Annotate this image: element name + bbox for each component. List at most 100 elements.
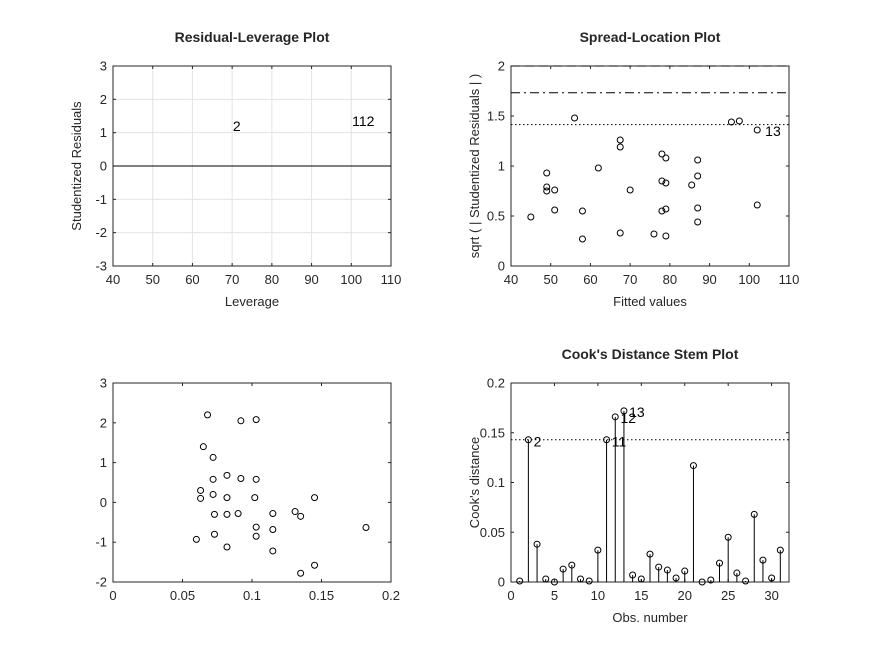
data-point <box>662 179 670 187</box>
y-tick-label: 2 <box>100 92 107 107</box>
y-axis-label: sqrt ( | Studentized Residuals | ) <box>467 74 482 259</box>
data-point <box>223 543 231 551</box>
data-point <box>252 416 260 424</box>
y-tick-label: 1.5 <box>487 109 505 124</box>
chart-title: Cook's Distance Stem Plot <box>562 346 739 362</box>
data-point <box>694 218 702 226</box>
y-tick-label: 3 <box>100 59 107 74</box>
stem-marker <box>655 563 663 571</box>
data-point <box>626 186 634 194</box>
x-tick-label: 0.2 <box>382 588 400 603</box>
data-point <box>237 475 245 483</box>
data-point <box>594 164 602 172</box>
x-tick-label: 50 <box>145 272 159 287</box>
x-tick-label: 100 <box>340 272 362 287</box>
x-tick-label: 0.15 <box>309 588 334 603</box>
point-label: 13 <box>629 404 645 420</box>
y-tick-label: 0.2 <box>487 376 505 391</box>
stem-marker <box>689 462 697 470</box>
data-point <box>578 235 586 243</box>
data-point <box>616 143 624 151</box>
data-point <box>527 213 535 221</box>
y-tick-label: 0.5 <box>487 209 505 224</box>
y-tick-label: 0 <box>100 495 107 510</box>
data-point <box>362 523 370 531</box>
point-label: 112 <box>352 113 375 129</box>
data-point <box>223 494 231 502</box>
stem-marker <box>542 575 550 583</box>
stem-marker <box>637 575 645 583</box>
data-point <box>210 530 218 538</box>
y-axis-label: Cook's distance <box>467 437 482 528</box>
y-tick-label: -2 <box>95 225 107 240</box>
data-point <box>209 490 217 498</box>
x-tick-label: 40 <box>106 272 120 287</box>
x-tick-label: 110 <box>381 272 402 287</box>
data-point <box>658 177 666 185</box>
point-label: 12 <box>620 410 636 426</box>
x-tick-label: 70 <box>623 272 637 287</box>
data-point <box>662 205 670 213</box>
stem-marker <box>759 556 767 564</box>
y-tick-label: 3 <box>100 376 107 391</box>
y-tick-label: 2 <box>498 59 505 74</box>
y-tick-label: -1 <box>95 192 107 207</box>
data-point <box>223 510 231 518</box>
stem-marker <box>550 578 558 586</box>
y-tick-label: 0 <box>100 159 107 174</box>
data-point <box>311 561 319 569</box>
y-tick-label: -1 <box>95 535 107 550</box>
x-tick-label: 30 <box>764 588 778 603</box>
stem-marker <box>776 546 784 554</box>
stem-marker <box>524 436 532 444</box>
stem-marker <box>646 550 654 558</box>
stem-marker <box>611 413 619 421</box>
plot-frame <box>112 382 392 583</box>
data-point <box>297 569 305 577</box>
stem-marker <box>716 559 723 567</box>
stem-marker <box>620 407 628 415</box>
x-tick-label: 0 <box>507 588 514 603</box>
y-tick-label: 2 <box>100 415 107 430</box>
data-point <box>650 230 658 238</box>
data-point <box>199 443 207 451</box>
stem-marker <box>768 574 776 582</box>
data-point <box>252 475 260 483</box>
data-point <box>551 206 559 214</box>
data-point <box>753 126 761 134</box>
x-tick-label: 90 <box>304 272 318 287</box>
data-point <box>297 512 305 520</box>
stem-marker <box>577 575 584 583</box>
data-point <box>269 525 277 533</box>
x-tick-label: 40 <box>504 272 518 287</box>
data-point <box>543 183 551 191</box>
y-tick-label: 0.1 <box>487 475 505 490</box>
data-point <box>311 494 319 502</box>
data-point <box>571 114 579 122</box>
x-tick-label: 80 <box>663 272 677 287</box>
plot-frame <box>510 382 790 583</box>
data-point <box>688 181 696 189</box>
x-tick-label: 0.1 <box>243 588 261 603</box>
data-point <box>616 229 624 237</box>
data-point <box>251 494 259 502</box>
point-label: 2 <box>534 434 542 450</box>
stem-marker <box>594 546 602 554</box>
stem-marker <box>629 571 637 579</box>
data-point <box>209 475 217 483</box>
x-tick-label: 15 <box>634 588 648 603</box>
data-point <box>735 117 743 125</box>
data-point <box>210 510 218 518</box>
y-tick-label: 0.15 <box>480 425 505 440</box>
y-tick-label: 1 <box>498 159 505 174</box>
chart-title: Spread-Location Plot <box>580 29 721 45</box>
stem-marker <box>568 561 576 569</box>
x-tick-label: 10 <box>591 588 605 603</box>
chart-3: 0 0.05 0.1 0.15 0.2 -2 -1 0 1 2 3 <box>95 376 400 604</box>
x-tick-label: 50 <box>543 272 557 287</box>
data-point <box>694 156 702 164</box>
stem-marker <box>603 436 611 444</box>
data-point <box>192 535 200 543</box>
data-point <box>234 510 242 518</box>
